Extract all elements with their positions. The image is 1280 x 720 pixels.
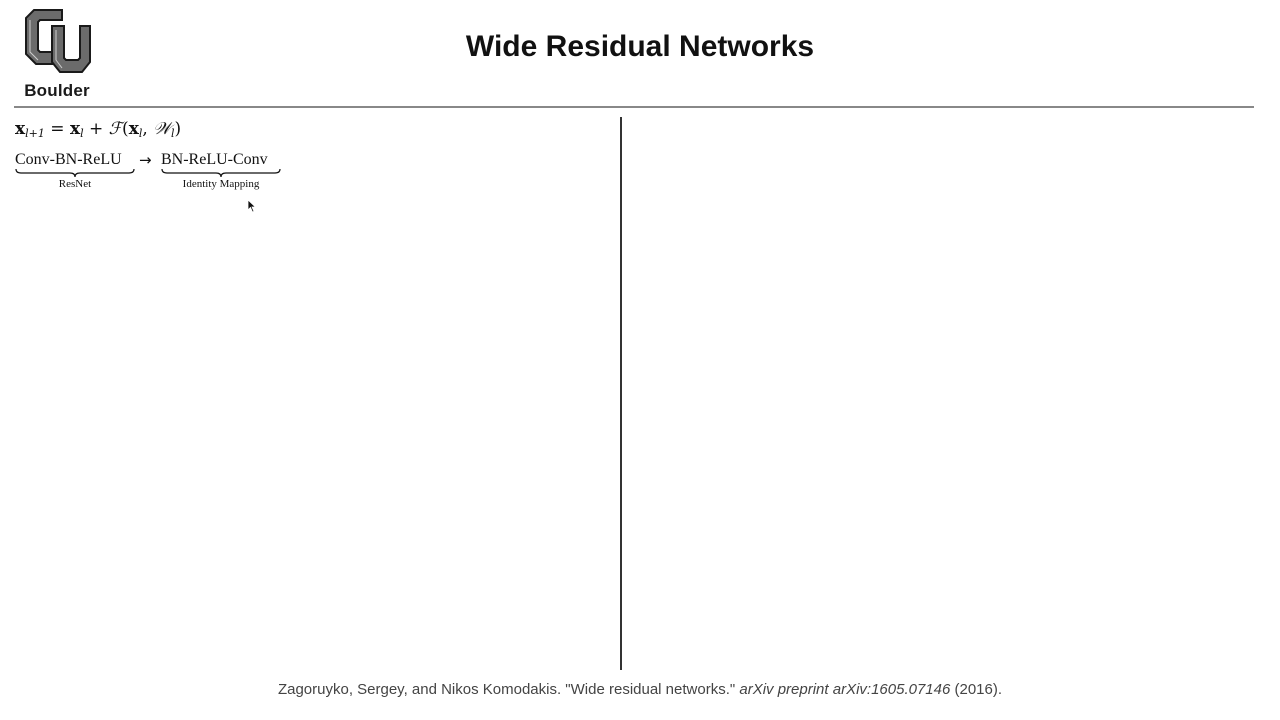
eq-plus: + bbox=[83, 119, 109, 139]
eq-open: ( bbox=[122, 119, 129, 139]
citation: Zagoruyko, Sergey, and Nikos Komodakis. … bbox=[0, 681, 1280, 698]
eq-lhs-var: x bbox=[15, 119, 26, 139]
eq-term1-sub: l bbox=[80, 127, 84, 140]
resnet-ordering: Conv-BN-ReLU ResNet bbox=[15, 150, 135, 190]
eq-close: ) bbox=[174, 119, 182, 139]
residual-equation: xl+1 = xl + ℱ(xl, 𝒲l) bbox=[15, 119, 181, 139]
logo-text: Boulder bbox=[24, 81, 90, 100]
identity-label: Identity Mapping bbox=[182, 178, 260, 190]
underbrace-right bbox=[161, 168, 281, 178]
header-divider bbox=[14, 106, 1254, 108]
resnet-label: ResNet bbox=[58, 178, 92, 190]
arrow-icon: → bbox=[139, 151, 152, 169]
eq-lhs-sub: l+1 bbox=[25, 127, 45, 140]
eq-arg2-var: 𝒲 bbox=[153, 119, 171, 139]
page-title: Wide Residual Networks bbox=[465, 30, 815, 63]
identity-ordering: BN-ReLU-Conv Identity Mapping bbox=[161, 150, 281, 190]
eq-arg1-var: x bbox=[128, 119, 139, 139]
eq-term1-var: x bbox=[69, 119, 81, 139]
eq-equals: = bbox=[44, 119, 70, 139]
cu-logo-icon bbox=[25, 9, 91, 73]
eq-arg2-sub: l bbox=[171, 127, 175, 140]
eq-comma: , bbox=[142, 119, 154, 139]
underbrace-left bbox=[15, 168, 135, 178]
resnet-term: Conv-BN-ReLU bbox=[15, 151, 122, 168]
citation-authors: Zagoruyko, Sergey, and Nikos Komodakis. … bbox=[277, 681, 740, 698]
identity-term: BN-ReLU-Conv bbox=[161, 151, 268, 168]
eq-func: ℱ bbox=[108, 119, 123, 139]
university-logo: Boulder bbox=[18, 8, 96, 100]
mouse-cursor-icon bbox=[247, 199, 257, 213]
citation-year: (2016). bbox=[950, 681, 1003, 698]
column-divider bbox=[620, 117, 622, 670]
citation-venue: arXiv preprint arXiv:1605.07146 bbox=[739, 681, 951, 698]
eq-arg1-sub: l bbox=[138, 127, 143, 140]
